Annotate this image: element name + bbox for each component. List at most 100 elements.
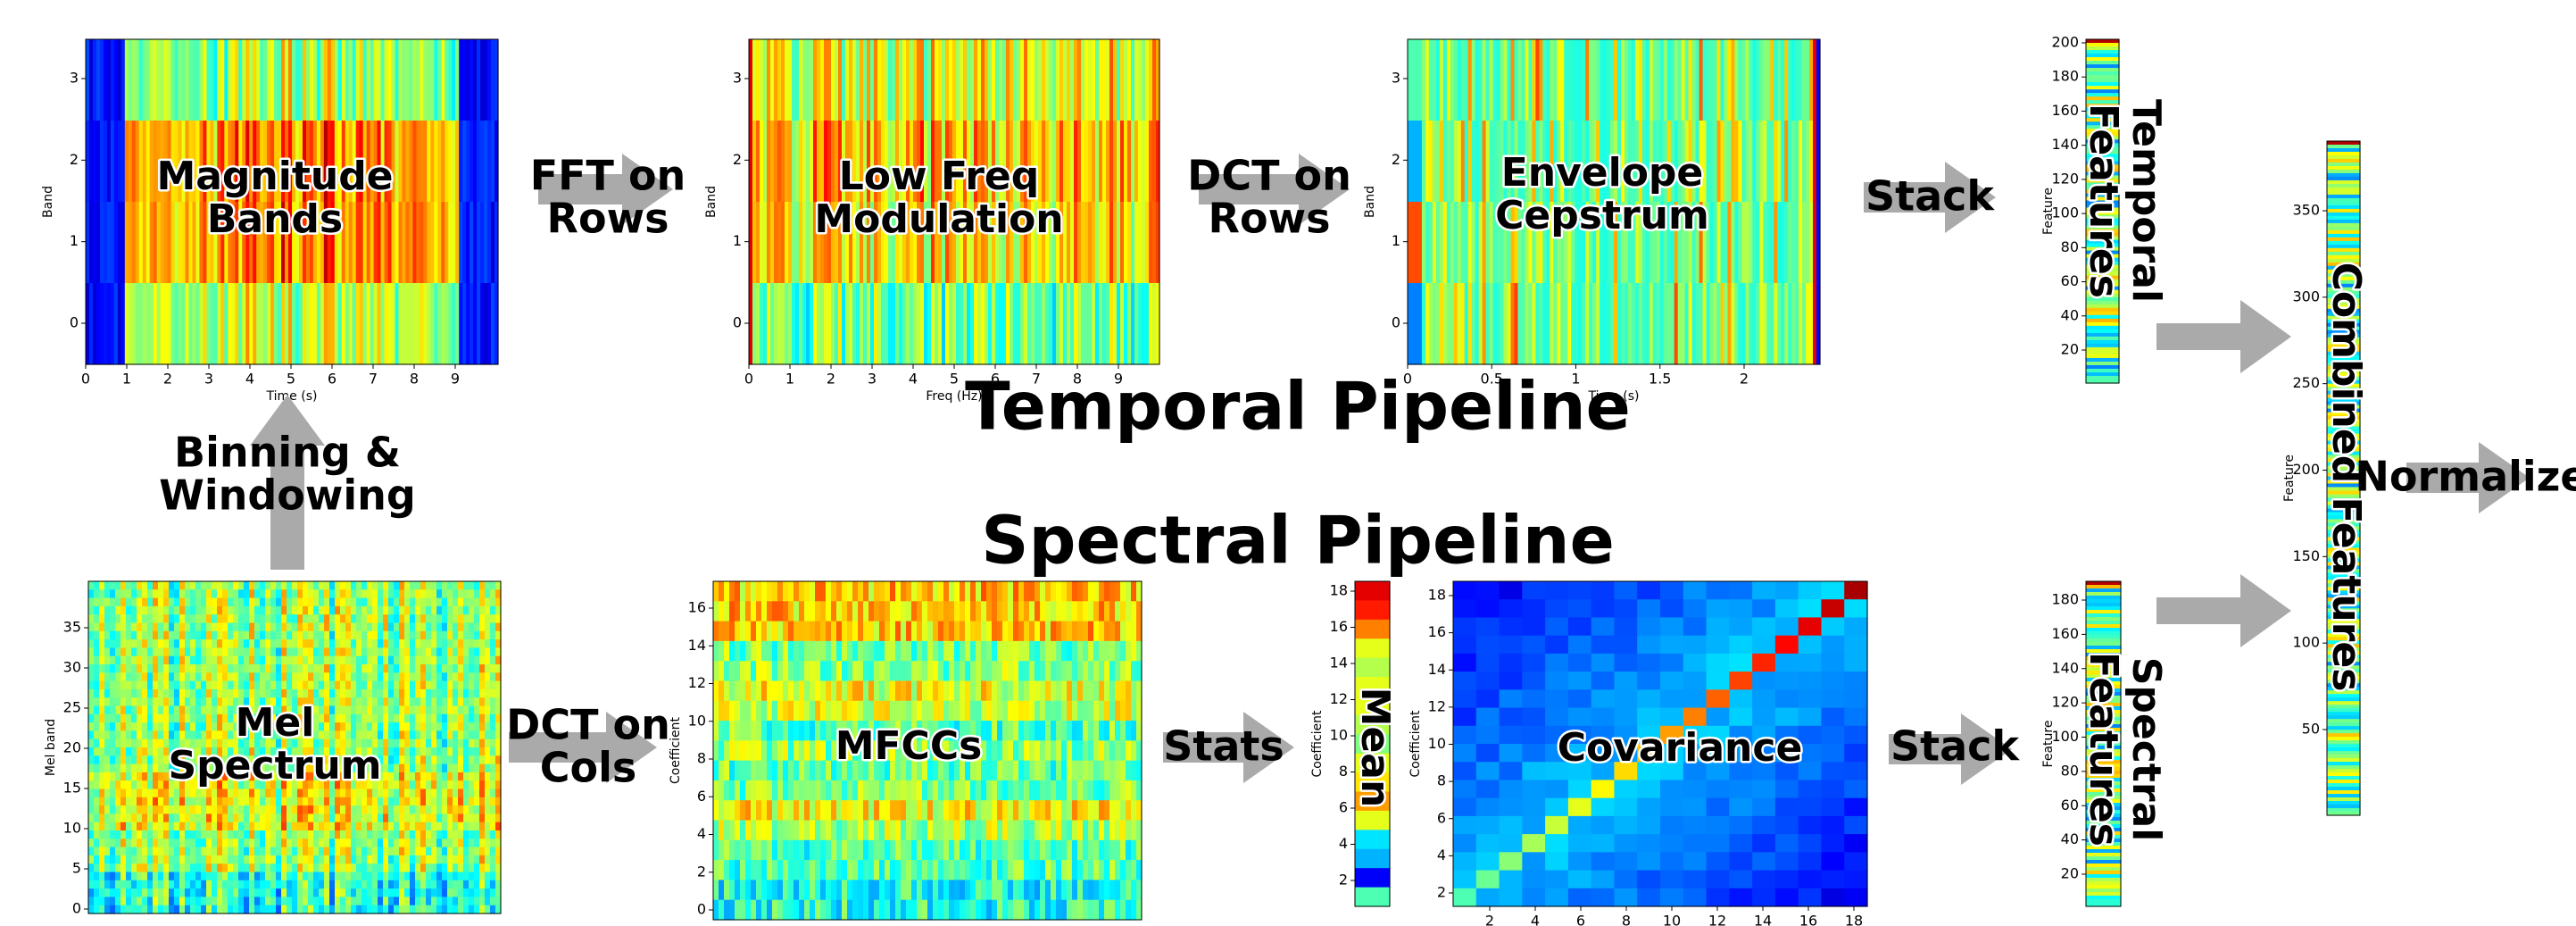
heatmap-cell xyxy=(228,880,234,889)
heatmap-cell xyxy=(270,647,277,656)
heatmap-cell xyxy=(185,897,191,905)
heatmap-cell xyxy=(244,681,250,690)
heatmap-cell xyxy=(120,739,127,748)
heatmap-cell xyxy=(847,581,853,602)
heatmap-cell xyxy=(345,813,352,822)
heatmap-cell xyxy=(453,739,459,748)
heatmap-cell xyxy=(436,805,443,814)
heatmap-cell xyxy=(436,755,443,764)
heatmap-cell xyxy=(378,838,384,847)
heatmap-cell xyxy=(1454,202,1458,284)
heatmap-cell xyxy=(1465,121,1469,203)
heatmap-cell xyxy=(308,681,314,690)
heatmap-cell xyxy=(179,623,186,632)
heatmap-cell xyxy=(126,780,132,789)
heatmap-cell xyxy=(163,813,170,822)
heatmap-cell xyxy=(485,855,491,864)
heatmap-cell xyxy=(287,589,293,598)
heatmap-cell xyxy=(131,672,137,681)
heatmap-cell xyxy=(120,905,127,914)
heatmap-cell xyxy=(313,905,320,914)
heatmap-cell xyxy=(217,647,223,656)
heatmap-cell xyxy=(212,714,218,723)
heatmap-cell xyxy=(436,813,443,822)
heatmap-cell xyxy=(1809,39,1814,121)
heatmap-cell xyxy=(394,672,400,681)
heatmap-cell xyxy=(361,689,368,698)
heatmap-cell xyxy=(2327,202,2361,206)
heatmap-cell xyxy=(1120,283,1125,365)
heatmap-cell xyxy=(120,606,127,615)
heatmap-cell xyxy=(399,697,405,706)
heatmap-cell xyxy=(107,121,112,203)
heatmap-cell xyxy=(244,631,250,640)
heatmap-cell xyxy=(1777,39,1782,121)
heatmap-cell xyxy=(469,647,475,656)
heatmap-cell xyxy=(485,656,491,665)
heatmap-cell xyxy=(1490,39,1494,121)
heatmap-cell xyxy=(265,589,271,598)
heatmap-cell xyxy=(431,730,437,739)
heatmap-cell xyxy=(110,689,116,698)
heatmap-cell xyxy=(303,905,309,914)
heatmap-cell xyxy=(324,872,330,881)
heatmap-cell xyxy=(1051,581,1057,602)
heatmap-cell xyxy=(287,606,293,615)
heatmap-cell xyxy=(395,202,400,284)
heatmap-cell xyxy=(238,589,245,598)
heatmap-cell xyxy=(319,706,325,715)
heatmap-cell xyxy=(104,672,111,681)
heatmap-cell xyxy=(115,813,121,822)
heatmap-cell xyxy=(806,283,810,365)
heatmap-cell xyxy=(469,847,475,856)
heatmap-cell xyxy=(479,764,486,773)
heatmap-cell xyxy=(785,121,789,203)
heatmap-cell xyxy=(126,606,132,615)
heatmap-cell xyxy=(233,639,239,648)
heatmap-cell xyxy=(143,202,147,284)
heatmap-cell xyxy=(228,855,234,864)
heatmap-cell xyxy=(1472,121,1476,203)
heatmap-cell xyxy=(174,822,180,831)
heatmap-cell xyxy=(345,838,352,847)
heatmap-cell xyxy=(469,747,475,756)
heatmap-cell xyxy=(1795,121,1799,203)
heatmap-cell xyxy=(892,283,896,365)
heatmap-cell xyxy=(490,772,496,781)
heatmap-cell xyxy=(147,697,154,706)
heatmap-cell xyxy=(458,772,464,781)
heatmap-cell xyxy=(447,789,453,798)
heatmap-cell xyxy=(799,581,805,602)
heatmap-cell xyxy=(442,847,448,856)
heatmap-cell xyxy=(933,581,939,602)
heatmap-cell xyxy=(1138,39,1143,121)
heatmap-cell xyxy=(115,681,121,690)
heatmap-cell xyxy=(965,581,971,602)
heatmap-cell xyxy=(399,813,405,822)
heatmap-cell xyxy=(1008,581,1014,602)
heatmap-cell xyxy=(1074,202,1078,284)
heatmap-cell xyxy=(88,614,95,623)
heatmap-cell xyxy=(303,897,309,905)
heatmap-cell xyxy=(431,847,437,856)
heatmap-cell xyxy=(388,672,395,681)
heatmap-cell xyxy=(1657,283,1661,365)
heatmap-cell xyxy=(110,797,116,806)
heatmap-cell xyxy=(254,789,261,798)
heatmap-cell xyxy=(952,283,957,365)
heatmap-cell xyxy=(179,872,186,881)
heatmap-cell xyxy=(217,664,223,673)
heatmap-cell xyxy=(267,283,271,365)
heatmap-cell xyxy=(1425,202,1430,284)
heatmap-cell xyxy=(1614,283,1618,365)
heatmap-cell xyxy=(142,813,148,822)
heatmap-cell xyxy=(442,730,448,739)
heatmap-cell xyxy=(1657,39,1661,121)
heatmap-cell xyxy=(799,202,803,284)
heatmap-cell xyxy=(276,847,282,856)
heatmap-cell xyxy=(335,714,341,723)
heatmap-cell xyxy=(1095,121,1100,203)
heatmap-cell xyxy=(104,780,111,789)
heatmap-cell xyxy=(287,639,293,648)
heatmap-cell xyxy=(370,283,375,365)
